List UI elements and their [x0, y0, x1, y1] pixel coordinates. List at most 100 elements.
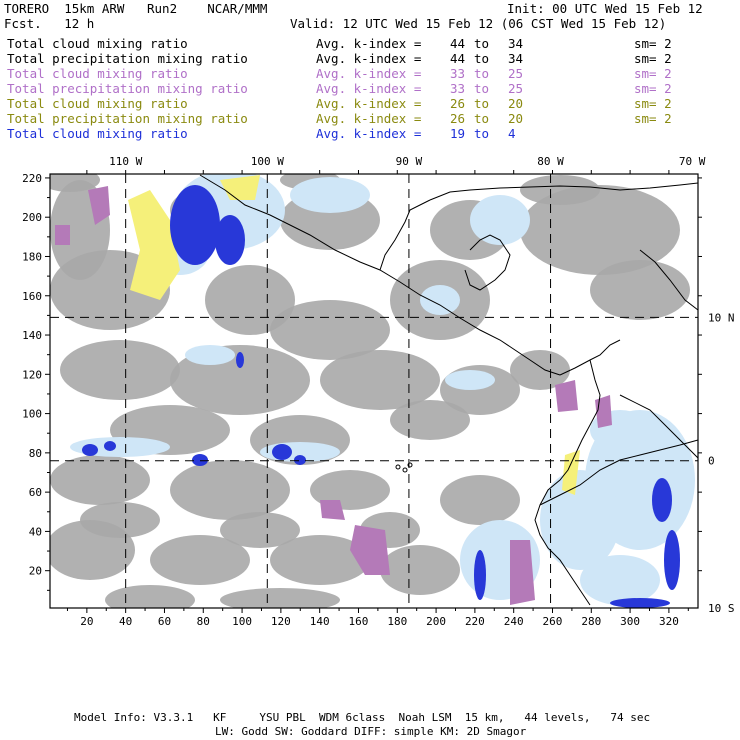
model-title: TORERO 15km ARW Run2 NCAR/MMM: [4, 1, 268, 16]
legend-kindex-to: 34: [508, 36, 524, 51]
cloud-light-blue-area: [580, 555, 660, 605]
galapagos-island: [395, 464, 401, 470]
legend-kindex-label: Avg. k-index =: [316, 111, 422, 126]
cloud-deep-blue-area: [294, 455, 306, 465]
longitude-label: 100 W: [251, 155, 284, 168]
x-tick-label: 60: [158, 615, 171, 628]
x-tick-label: 260: [543, 615, 563, 628]
x-tick-label: 200: [426, 615, 446, 628]
cloud-light-blue-area: [445, 370, 495, 390]
legend-kindex-to: 34: [508, 51, 524, 66]
legend-smoothing: sm= 2: [634, 111, 672, 126]
x-tick-label: 120: [271, 615, 291, 628]
cloud-deep-blue-area: [170, 185, 220, 265]
cloud-purple-area: [88, 186, 110, 225]
cloud-purple-area: [510, 540, 535, 605]
cloud-purple-area: [320, 500, 345, 520]
cloud-gray-area: [220, 588, 340, 608]
cloud-gray-area: [520, 175, 600, 205]
cloud-gray-area: [220, 512, 300, 548]
cloud-gray-area: [60, 340, 180, 400]
legend-field: Total cloud mixing ratio: [7, 66, 188, 81]
legend-to: to: [474, 51, 490, 66]
legend-kindex-from: 44: [450, 36, 466, 51]
legend-field: Total cloud mixing ratio: [7, 126, 188, 141]
legend-kindex-from: 26: [450, 96, 466, 111]
legend-kindex-from: 26: [450, 111, 466, 126]
legend-to: to: [474, 81, 490, 96]
model-info: Model Info: V3.3.1 KF YSU PBL WDM 6class…: [74, 711, 651, 724]
y-tick-label: 140: [22, 329, 42, 342]
cloud-light-blue-area: [185, 345, 235, 365]
x-tick-label: 280: [581, 615, 601, 628]
x-tick-label: 320: [659, 615, 679, 628]
legend-smoothing: sm= 2: [634, 66, 672, 81]
y-tick-label: 60: [29, 486, 42, 499]
coastline: [199, 174, 561, 376]
y-tick-label: 120: [22, 368, 42, 381]
cloud-gray-area: [590, 260, 690, 320]
cloud-gray-area: [80, 502, 160, 538]
cloud-deep-blue-area: [82, 444, 98, 456]
longitude-label: 110 W: [109, 155, 142, 168]
cloud-yellow-area: [128, 190, 180, 300]
coastline: [534, 359, 601, 606]
y-tick-label: 40: [29, 525, 42, 538]
x-tick-label: 240: [504, 615, 524, 628]
x-tick-label: 100: [232, 615, 252, 628]
legend-kindex-label: Avg. k-index =: [316, 126, 422, 141]
cloud-deep-blue-area: [215, 215, 245, 265]
x-tick-label: 140: [310, 615, 330, 628]
coastline: [379, 199, 431, 271]
legend-smoothing: sm= 2: [634, 81, 672, 96]
cloud-gray-area: [520, 185, 680, 275]
cloud-deep-blue-area: [192, 454, 208, 466]
legend-field: Total cloud mixing ratio: [7, 96, 188, 111]
latitude-label: 10 N: [708, 311, 735, 324]
legend-to: to: [474, 36, 490, 51]
cloud-gray-area: [170, 460, 290, 520]
x-tick-label: 160: [349, 615, 369, 628]
cloud-gray-area: [105, 585, 195, 608]
coastline: [429, 182, 699, 201]
cloud-gray-area: [150, 535, 250, 585]
cloud-deep-blue-area: [236, 352, 244, 368]
galapagos-island: [407, 462, 413, 468]
legend-kindex-from: 33: [450, 66, 466, 81]
y-tick-label: 80: [29, 447, 42, 460]
latitude-label: 0: [708, 455, 715, 468]
cloud-purple-area: [555, 380, 578, 412]
x-tick-label: 220: [465, 615, 485, 628]
legend-kindex-from: 33: [450, 81, 466, 96]
x-tick-label: 80: [197, 615, 210, 628]
x-tick-label: 40: [119, 615, 132, 628]
cloud-deep-blue-area: [474, 550, 486, 600]
coastline: [619, 394, 699, 459]
y-tick-label: 100: [22, 408, 42, 421]
cloud-light-blue-area: [290, 177, 370, 213]
coastline: [639, 249, 699, 311]
cloud-light-blue-area: [420, 285, 460, 315]
legend-kindex-label: Avg. k-index =: [316, 51, 422, 66]
x-tick-label: 300: [620, 615, 640, 628]
cloud-purple-area: [350, 525, 390, 575]
cloud-gray-area: [270, 300, 390, 360]
y-tick-label: 200: [22, 211, 42, 224]
cloud-purple-area: [55, 225, 70, 245]
legend-field: Total precipitation mixing ratio: [7, 81, 248, 96]
cloud-deep-blue-area: [272, 444, 292, 460]
legend-kindex-to: 25: [508, 81, 524, 96]
coastline: [464, 234, 511, 291]
valid-time: Valid: 12 UTC Wed 15 Feb 12 (06 CST Wed …: [290, 16, 667, 31]
legend-kindex-label: Avg. k-index =: [316, 36, 422, 51]
y-tick-label: 160: [22, 290, 42, 303]
cloud-light-blue-area: [470, 195, 530, 245]
x-tick-label: 20: [80, 615, 93, 628]
cloud-gray-area: [320, 350, 440, 410]
forecast-hour: Fcst. 12 h: [4, 16, 95, 31]
cloud-gray-area: [50, 455, 150, 505]
field-shading: [50, 174, 695, 608]
longitude-label: 90 W: [396, 155, 423, 168]
init-time: Init: 00 UTC Wed 15 Feb 12: [507, 1, 703, 16]
legend-kindex-from: 19: [450, 126, 466, 141]
